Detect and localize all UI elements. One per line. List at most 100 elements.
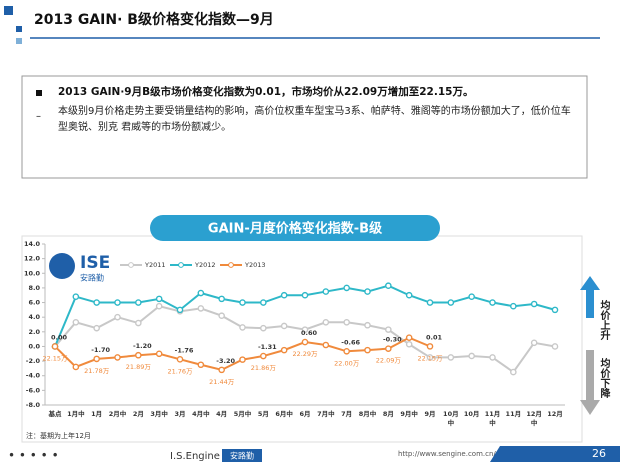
price-label: 21.89万 (126, 363, 152, 371)
side-label-up: 均价上升 (598, 299, 610, 341)
x-tick-line: 中 (489, 418, 496, 427)
point (93, 324, 100, 332)
point (93, 299, 100, 306)
point (135, 351, 142, 359)
legend-marker (128, 262, 134, 268)
x-tick-label: 2月中 (109, 409, 127, 418)
point (218, 295, 225, 303)
point (114, 354, 121, 361)
point (426, 299, 434, 306)
x-tick-line: 10月 (443, 410, 459, 418)
point (218, 312, 225, 320)
x-tick-label: 5月 (258, 410, 269, 418)
y-tick-label: 12.0 (24, 255, 41, 263)
x-tick-label: 4月 (216, 410, 227, 418)
point (72, 363, 80, 371)
point (551, 343, 559, 350)
price-label: 21.76万 (167, 367, 193, 375)
y-tick-label: 0.0 (28, 342, 40, 350)
footer-badge-bg (222, 449, 262, 462)
y-tick-label: 8.0 (28, 284, 40, 292)
data-label: 0.00 (51, 333, 68, 341)
y-tick-label: 10.0 (24, 269, 41, 277)
point (72, 319, 80, 326)
x-tick-label: 3月 (174, 410, 185, 418)
y-tick-label: -8.0 (26, 401, 41, 409)
point (197, 361, 205, 369)
point (405, 334, 413, 341)
data-label: 0.01 (426, 333, 443, 341)
point (551, 306, 559, 314)
data-label: -1.70 (91, 346, 110, 354)
point (197, 289, 205, 297)
side-label-down: 均价下降 (598, 357, 610, 399)
point (280, 291, 288, 299)
point (468, 293, 475, 300)
x-tick-label: 11月 (506, 410, 522, 418)
x-tick-label: 12月 (547, 410, 563, 418)
y-tick-label: 6.0 (28, 299, 40, 307)
point (301, 326, 309, 333)
price-label: 22.00万 (334, 359, 360, 367)
point (155, 302, 163, 310)
point (426, 354, 434, 361)
logo-mark: ISE (80, 253, 110, 273)
x-tick-label: 10月中 (443, 410, 459, 427)
x-tick-label: 5月中 (234, 409, 252, 418)
bullet (36, 90, 42, 96)
point (155, 295, 163, 303)
x-tick-label: 2月 (133, 410, 144, 418)
deco-square (4, 6, 13, 15)
up-arrow (580, 276, 600, 318)
legend-marker (228, 262, 234, 268)
legend-label: Y2011 (144, 261, 166, 269)
summary-item: 2013 GAIN·9月B级市场价格变化指数为0.01，市场均价从22.09万增… (58, 86, 474, 98)
legend-label: Y2012 (194, 261, 216, 269)
price-label: 22.09万 (376, 357, 402, 365)
y-tick-label: -4.0 (26, 372, 41, 380)
point (343, 319, 350, 326)
point (447, 299, 455, 306)
x-tick-label: 11月中 (485, 410, 501, 427)
data-label: 0.60 (301, 329, 318, 337)
point (510, 302, 517, 310)
point (530, 300, 538, 308)
point (176, 356, 184, 363)
price-label: 21.44万 (209, 378, 235, 386)
point (72, 293, 80, 300)
x-tick-label: 4月中 (192, 409, 210, 418)
point (322, 319, 330, 326)
point (343, 347, 350, 355)
summary-text: 2013 GAIN·9月B级市场价格变化指数为0.01，市场均价从22.09万增… (58, 86, 571, 133)
point (301, 291, 309, 299)
y-tick-label: -6.0 (26, 386, 41, 394)
point (343, 284, 350, 292)
x-tick-label: 1月中 (67, 409, 85, 418)
point (426, 343, 434, 350)
deco-square (16, 38, 22, 44)
logo-icon (49, 253, 75, 279)
point (322, 288, 330, 295)
footer-badge: 安路勤 (230, 451, 254, 461)
x-tick-line: 中 (448, 418, 455, 427)
data-label: -0.30 (383, 336, 402, 344)
x-tick-line: 12月 (526, 410, 542, 418)
x-tick-label: 10月 (464, 410, 480, 418)
point (197, 305, 205, 312)
x-tick-line: 11月 (485, 410, 501, 418)
footer-url: http://www.sengine.com.cn/ (398, 450, 496, 458)
slide-title: 2013 GAIN· B级价格变化指数—9月 (34, 11, 274, 28)
y-tick-label: 2.0 (28, 328, 40, 336)
x-tick-label: 9月中 (400, 409, 418, 418)
x-tick-label: 1月 (91, 410, 102, 418)
point (135, 319, 142, 327)
point (114, 299, 121, 306)
y-tick-label: 14.0 (24, 240, 41, 248)
page-number: 26 (592, 447, 606, 460)
x-tick-label: 6月中 (275, 409, 293, 418)
summary-item: 本级别9月价格走势主要受销量结构的影响，高价位权重车型宝马3系、帕萨特、雅阁等的… (58, 106, 571, 133)
point (51, 343, 59, 350)
point (218, 366, 225, 374)
footer-dots: • • • • • (8, 449, 59, 463)
